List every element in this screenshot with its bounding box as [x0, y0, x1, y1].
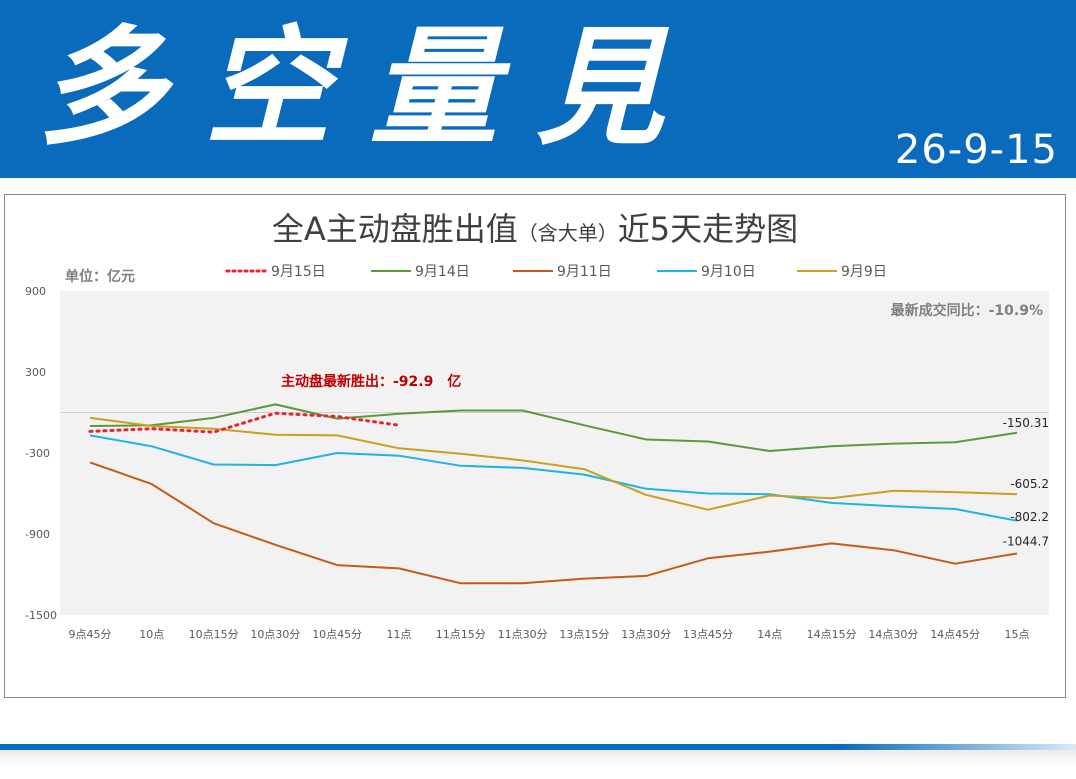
end-labels: -150.31 -605.2 -802.2 -1044.7: [1003, 416, 1049, 549]
x-tick-label: 10点45分: [312, 628, 362, 641]
chart-title-paren: （含大单）: [518, 221, 618, 245]
end-value-label: -150.31: [1003, 416, 1049, 430]
legend-label: 9月14日: [415, 264, 470, 280]
legend-label: 9月15日: [271, 264, 326, 280]
x-tick-label: 10点: [139, 628, 164, 641]
y-tick-label: -900: [25, 528, 50, 541]
x-axis: 9点45分 10点 10点15分 10点30分 10点45分 11点 11点15分 11点30…: [69, 628, 1030, 641]
chart-title: 全A主动盘胜出值（含大单）近5天走势图: [272, 210, 798, 248]
legend: 9月15日 9月14日 9月11日 9月10日 9月9日: [225, 264, 887, 280]
x-tick-label: 10点30分: [250, 628, 300, 641]
brand-title: 多空量見: [38, 13, 703, 163]
x-tick-label: 9点45分: [69, 628, 112, 641]
y-axis: 900 300 -300 -900 -1500: [25, 285, 57, 622]
latest-value: -92.9: [393, 374, 433, 390]
footer-rule: [0, 744, 1076, 750]
x-tick-label: 11点15分: [436, 628, 486, 641]
x-tick-label: 14点45分: [930, 628, 980, 641]
y-tick-label: -300: [25, 447, 50, 460]
x-tick-label: 14点30分: [868, 628, 918, 641]
x-tick-label: 14点: [757, 628, 782, 641]
ratio-value: -10.9%: [989, 303, 1043, 319]
ratio-annotation: 最新成交同比：-10.9%: [891, 302, 1043, 319]
plot-area: [60, 291, 1049, 615]
footer-shadow: [0, 750, 1076, 768]
chart-title-tail: 近5天走势图: [618, 210, 798, 248]
end-value-label: -605.2: [1010, 477, 1049, 491]
series-line: [89, 416, 1018, 511]
latest-annotation: 主动盘最新胜出：-92.9 亿: [281, 373, 461, 390]
latest-label: 主动盘最新胜出：: [281, 373, 393, 390]
y-tick-label: 300: [25, 366, 46, 379]
ratio-label: 最新成交同比：: [891, 302, 989, 319]
header-banner: 多空量見 26-9-15: [0, 0, 1076, 178]
report-date: 26-9-15: [894, 127, 1058, 173]
x-tick-label: 11点30分: [498, 628, 548, 641]
legend-label: 9月11日: [557, 264, 612, 280]
x-tick-label: 15点: [1005, 628, 1030, 641]
x-tick-label: 11点: [387, 628, 412, 641]
legend-label: 9月9日: [841, 264, 887, 280]
end-value-label: -802.2: [1010, 510, 1049, 524]
end-value-label: -1044.7: [1003, 535, 1049, 549]
y-tick-label: 900: [25, 285, 46, 298]
x-tick-label: 14点15分: [807, 628, 857, 641]
series-line: [88, 411, 401, 434]
y-tick-label: -1500: [25, 609, 57, 622]
series-layer: [88, 403, 1018, 585]
chart-title-main: 全A主动盘胜出值: [272, 210, 518, 248]
x-tick-label: 13点30分: [621, 628, 671, 641]
series-line: [89, 403, 1018, 452]
chart-canvas: 全A主动盘胜出值（含大单）近5天走势图 单位：亿元 9月15日 9月14日 9月11…: [25, 210, 1049, 641]
series-line: [89, 461, 1018, 585]
series-line: [89, 434, 1018, 522]
legend-label: 9月10日: [701, 264, 756, 280]
latest-unit: 亿: [447, 373, 461, 390]
x-tick-label: 13点15分: [559, 628, 609, 641]
x-tick-label: 13点45分: [683, 628, 733, 641]
chart-panel: 全A主动盘胜出值（含大单）近5天走势图 单位：亿元 9月15日 9月14日 9月11…: [4, 194, 1066, 698]
unit-label: 单位：亿元: [65, 268, 135, 285]
x-tick-label: 10点15分: [189, 628, 239, 641]
